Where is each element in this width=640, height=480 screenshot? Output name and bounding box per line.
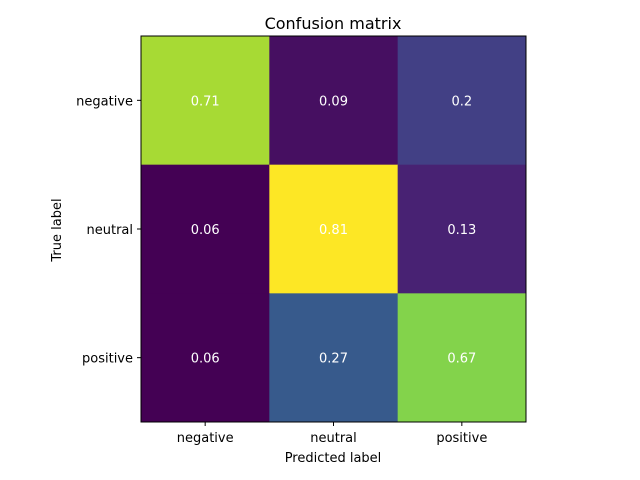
x-axis-ticks: negative neutral positive bbox=[177, 422, 487, 446]
heatmap-cell bbox=[269, 293, 399, 423]
heatmap-cell bbox=[269, 164, 399, 294]
y-tick-label: negative bbox=[76, 94, 133, 109]
x-axis-label: Predicted label bbox=[285, 451, 382, 466]
chart-title: Confusion matrix bbox=[265, 14, 402, 33]
heatmap-cell bbox=[141, 293, 270, 423]
heatmap-cell bbox=[397, 164, 527, 294]
heatmap-cells bbox=[141, 36, 527, 423]
heatmap-cell bbox=[141, 164, 270, 294]
x-tick-label: positive bbox=[436, 431, 487, 446]
y-axis-ticks: negative neutral positive bbox=[76, 94, 141, 367]
y-tick-label: neutral bbox=[87, 223, 134, 238]
cell-value-label: 0.71 bbox=[191, 94, 220, 109]
cell-value-label: 0.2 bbox=[451, 94, 472, 109]
plot-frame bbox=[140, 35, 527, 423]
x-tick-label: negative bbox=[177, 431, 234, 446]
x-tick-label: neutral bbox=[310, 431, 357, 446]
cell-value-label: 0.06 bbox=[191, 352, 220, 367]
cell-value-labels: 0.71 0.09 0.2 0.06 0.81 0.13 0.06 0.27 0.67 bbox=[191, 94, 477, 366]
y-axis-label: True label bbox=[50, 198, 65, 262]
y-tick-label: positive bbox=[82, 352, 133, 367]
cell-value-label: 0.27 bbox=[319, 352, 348, 367]
cell-value-label: 0.81 bbox=[319, 223, 348, 238]
heatmap-cell bbox=[141, 36, 270, 166]
cell-value-label: 0.06 bbox=[191, 223, 220, 238]
heatmap-cell bbox=[269, 36, 399, 166]
cell-value-label: 0.67 bbox=[447, 352, 476, 367]
heatmap-cell bbox=[397, 293, 527, 423]
cell-value-label: 0.13 bbox=[447, 223, 476, 238]
heatmap-cell bbox=[397, 36, 527, 166]
cell-value-label: 0.09 bbox=[319, 94, 348, 109]
